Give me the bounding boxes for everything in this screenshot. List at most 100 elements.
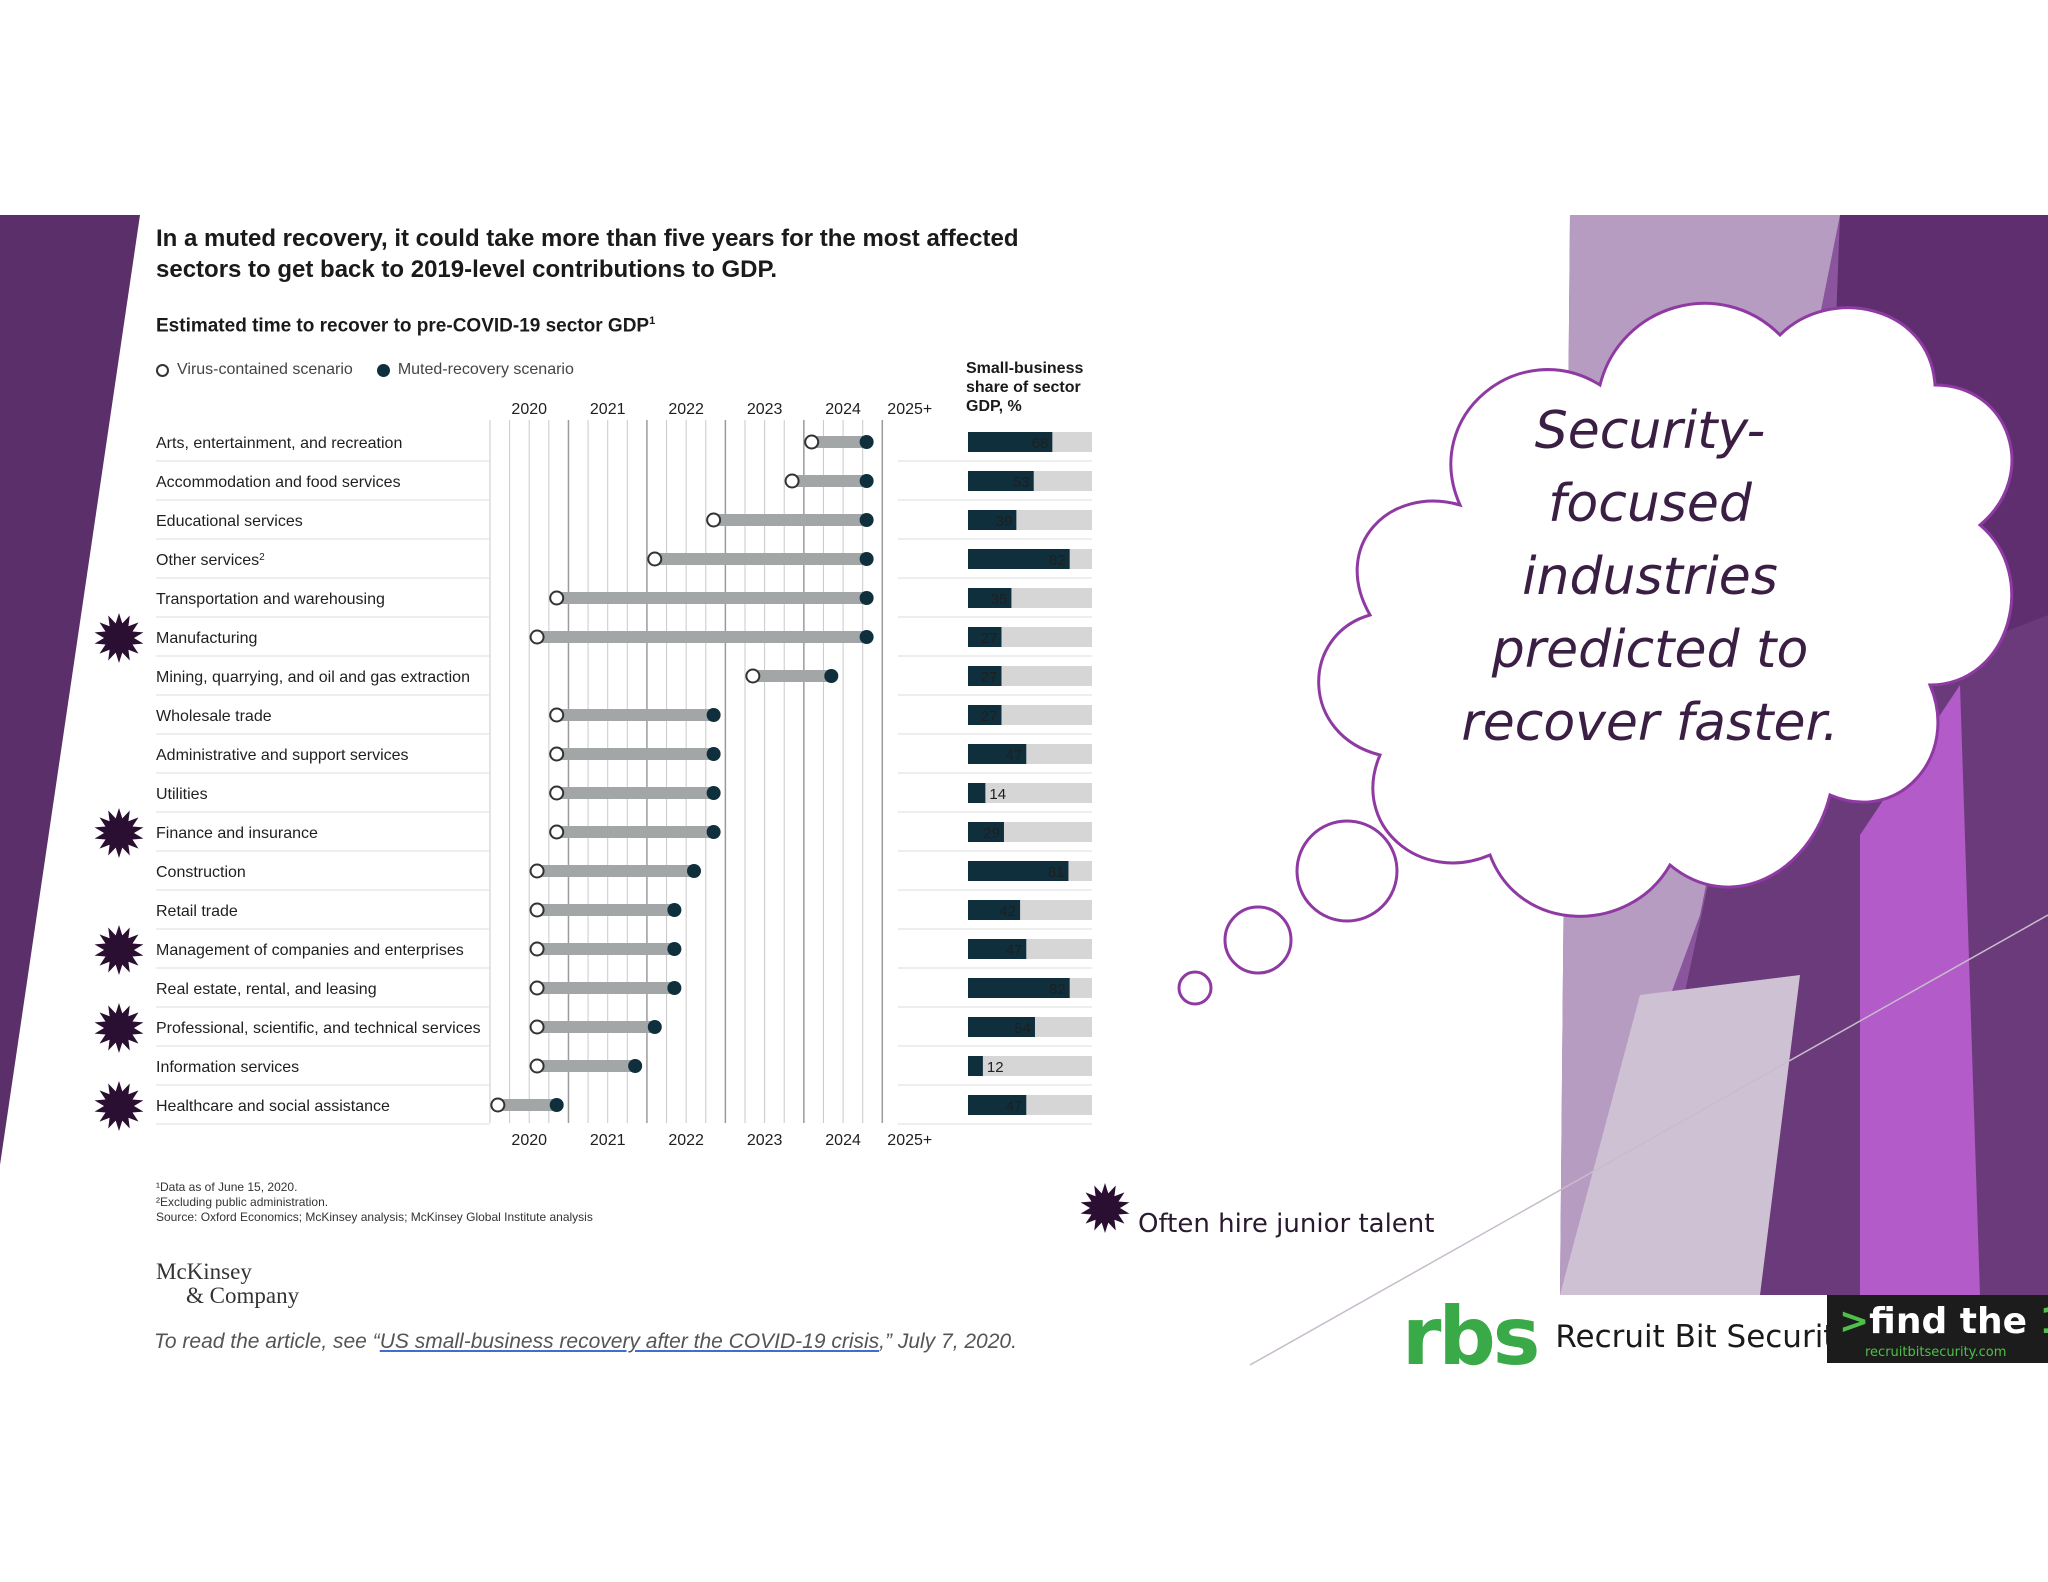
footnote-source: Source: Oxford Economics; McKinsey analy… [156, 1210, 593, 1224]
starburst-icon [94, 1003, 144, 1053]
virus-contained-point [549, 824, 565, 840]
table-row: Wholesale trade 27 [156, 705, 1092, 735]
rbs-branding: rbs Recruit Bit Security [1402, 1297, 1854, 1368]
share-value-label: 82 [1049, 981, 1066, 998]
findthe1-logo: >find the 1 recruitbitsecurity.com [1827, 1295, 2048, 1363]
share-value-label: 47 [1006, 942, 1023, 959]
sector-label-footnote: 2 [259, 552, 265, 563]
share-bar-fill [968, 705, 1002, 725]
share-value-label: 12 [987, 1059, 1004, 1076]
x-tick-label-bottom: 2021 [590, 1132, 626, 1149]
virus-contained-point [529, 902, 545, 918]
table-row: Arts, entertainment, and recreation 68 [156, 432, 1092, 462]
chart-subtitle: Estimated time to recover to pre-COVID-1… [156, 315, 655, 337]
table-row: Other services2 82 [156, 549, 1092, 579]
sector-label: Administrative and support services [156, 747, 409, 764]
chart-rows: Arts, entertainment, and recreation 68 Acc… [94, 432, 1092, 1131]
share-value-label: 27 [981, 630, 998, 647]
x-tick-label-bottom: 2024 [825, 1132, 861, 1149]
virus-contained-point [529, 1019, 545, 1035]
share-value-label: 54 [1014, 1020, 1031, 1037]
x-tick-label-top: 2021 [590, 401, 626, 418]
share-bar-fill [968, 822, 1004, 842]
sector-label: Healthcare and social assistance [156, 1098, 390, 1115]
findthe1-gt: > [1839, 1301, 1870, 1342]
chart-legend: Virus-contained scenario Muted-recovery … [156, 361, 574, 379]
table-row: Accommodation and food services 53 [156, 471, 1092, 501]
share-bar-fill [968, 471, 1034, 491]
x-tick-label-bottom: 2025+ [887, 1132, 932, 1149]
article-prefix: To read the article, see “ [154, 1330, 380, 1353]
footnote-2: ²Excluding public administration. [156, 1195, 329, 1209]
share-bar-fill [968, 549, 1070, 569]
virus-contained-point [490, 1097, 506, 1113]
rbs-name: Recruit Bit Security [1555, 1319, 1854, 1355]
starburst-legend-label: Often hire junior talent [1138, 1209, 1435, 1239]
share-bar-fill [968, 627, 1002, 647]
muted-recovery-point [859, 630, 874, 644]
cloud-shape [1317, 301, 2014, 918]
starburst-icon [94, 925, 144, 975]
mckinsey-logo-line2: & Company [186, 1283, 300, 1308]
x-tick-label-bottom: 2023 [747, 1132, 783, 1149]
mckinsey-logo-line1: McKinsey [156, 1259, 252, 1284]
share-bar-fill [968, 1095, 1027, 1115]
virus-contained-point [549, 707, 565, 723]
share-bar-fill [968, 432, 1053, 452]
muted-recovery-point [667, 903, 682, 917]
muted-recovery-point [706, 747, 721, 761]
starburst-icon [94, 808, 144, 858]
share-bar-fill [968, 1017, 1035, 1037]
virus-contained-point [529, 629, 545, 645]
share-bar-fill [968, 939, 1027, 959]
virus-contained-point [529, 1058, 545, 1074]
sector-label: Transportation and warehousing [156, 591, 385, 608]
table-row: Professional, scientific, and technical … [94, 1003, 1092, 1053]
sector-label: Manufacturing [156, 630, 257, 647]
cloud-text: Security-focused industries predicted to… [1461, 401, 1839, 753]
subtitle-footnote-mark: 1 [649, 315, 656, 327]
x-tick-label-top: 2024 [825, 401, 861, 418]
starburst-legend-icon [1080, 1183, 1130, 1233]
muted-recovery-point [859, 552, 874, 566]
share-column-header: Small-business share of sector GDP, % [966, 360, 1084, 415]
muted-recovery-point [667, 981, 682, 995]
muted-recovery-point [859, 474, 874, 488]
thought-bubble-large [1295, 819, 1399, 923]
x-tick-label-top: 2025+ [887, 401, 932, 418]
sector-label: Educational services [156, 513, 303, 530]
muted-recovery-point [647, 1020, 662, 1034]
share-bar-fill [968, 588, 1012, 608]
share-value-label: 53 [1013, 474, 1030, 491]
slide: Arts, entertainment, and recreation 68 Acc… [0, 215, 2048, 1367]
table-row: Information services 12 [156, 1056, 1092, 1086]
findthe1-one: 1 [2040, 1301, 2048, 1342]
chart-grid [489, 420, 884, 1123]
share-value-label: 39 [996, 513, 1013, 530]
sector-label: Management of companies and enterprises [156, 942, 464, 959]
muted-recovery-point [706, 825, 721, 839]
findthe1-url: recruitbitsecurity.com [1865, 1345, 2007, 1360]
left-purple-band [0, 215, 140, 1165]
thought-bubble-medium [1223, 905, 1293, 975]
starburst-spacer [1080, 1200, 1128, 1248]
virus-contained-point [784, 473, 800, 489]
share-bar-fill [968, 900, 1021, 920]
sector-label: Wholesale trade [156, 708, 272, 725]
table-row: Real estate, rental, and leasing 82 [156, 978, 1092, 1008]
table-row: Mining, quarrying, and oil and gas extra… [156, 666, 1092, 696]
muted-recovery-point [628, 1059, 643, 1073]
share-value-label: 29 [983, 825, 1000, 842]
x-tick-label-bottom: 2020 [511, 1132, 547, 1149]
share-value-label: 42 [999, 903, 1016, 920]
share-bar-fill [968, 978, 1070, 998]
sector-label: Other services2 [156, 552, 265, 570]
starburst-icon [94, 613, 144, 663]
table-row: Finance and insurance 29 [94, 808, 1092, 858]
muted-recovery-point [706, 708, 721, 722]
decor-line [1249, 914, 2048, 1366]
starburst-legend: Often hire junior talent [1080, 1200, 1434, 1248]
article-link[interactable]: US small-business recovery after the COV… [379, 1330, 880, 1353]
share-value-label: 27 [981, 669, 998, 686]
mckinsey-logo: McKinsey & Company [156, 1260, 299, 1308]
